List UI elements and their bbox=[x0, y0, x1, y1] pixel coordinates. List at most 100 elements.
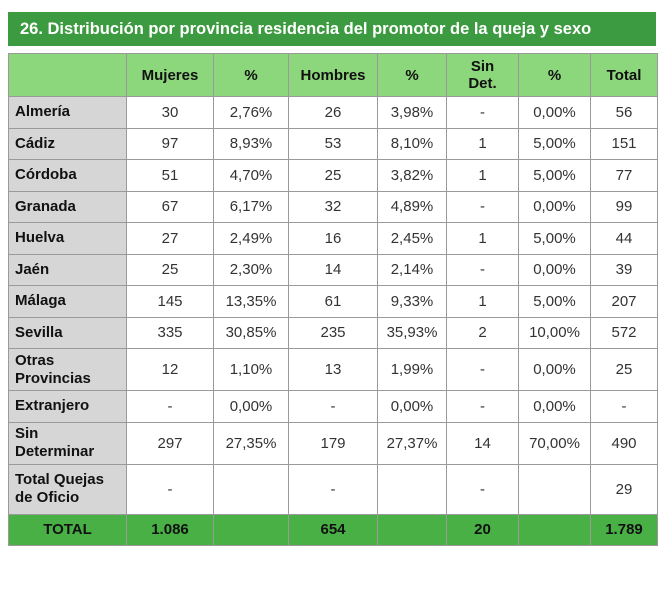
cell-hombres: 32 bbox=[288, 190, 378, 223]
row-label-line1: Total Quejas bbox=[15, 471, 104, 488]
row-label-line1: Sevilla bbox=[15, 323, 63, 341]
table-row: Córdoba 51 4,70% 25 3,82% 1 5,00% 77 bbox=[8, 159, 658, 192]
cell-hombres: - bbox=[288, 390, 378, 423]
cell-mujeres: 27 bbox=[126, 222, 214, 255]
cell-total: 490 bbox=[590, 421, 658, 465]
cell-pct-hombres: 0,00% bbox=[377, 390, 447, 423]
cell-hombres: 61 bbox=[288, 285, 378, 318]
row-label: Huelva bbox=[8, 222, 127, 255]
row-label-line1: Cádiz bbox=[15, 134, 56, 152]
row-label: Córdoba bbox=[8, 159, 127, 192]
cell-pct-mujeres: 27,35% bbox=[213, 421, 289, 465]
total-hombres: 654 bbox=[288, 513, 378, 546]
total-label: TOTAL bbox=[8, 513, 127, 546]
cell-pct-mujeres: 1,10% bbox=[213, 348, 289, 391]
cell-pct-sin-det: 0,00% bbox=[518, 190, 591, 223]
cell-pct-hombres: 9,33% bbox=[377, 285, 447, 318]
table-title: 26. Distribución por provincia residenci… bbox=[8, 12, 656, 46]
row-label-line1: Sin bbox=[15, 425, 39, 442]
cell-pct-sin-det: 5,00% bbox=[518, 222, 591, 255]
cell-sin-det: - bbox=[446, 463, 519, 515]
table-row: Sevilla 335 30,85% 235 35,93% 2 10,00% 572 bbox=[8, 316, 658, 349]
cell-mujeres: 97 bbox=[126, 127, 214, 160]
row-label: Sin Determinar bbox=[8, 421, 127, 465]
header-pct-hombres: % bbox=[377, 53, 447, 97]
row-label-line1: Almería bbox=[15, 103, 71, 121]
cell-total: 56 bbox=[590, 96, 658, 129]
table-row: Almería 30 2,76% 26 3,98% -0,00% 56 bbox=[8, 96, 658, 129]
cell-mujeres: 67 bbox=[126, 190, 214, 223]
cell-pct-sin-det: 0,00% bbox=[518, 390, 591, 423]
cell-pct-sin-det: 5,00% bbox=[518, 159, 591, 192]
cell-pct-hombres: 3,98% bbox=[377, 96, 447, 129]
table-row: Sin Determinar 297 27,35% 179 27,37% 14 70,00% 4… bbox=[8, 421, 658, 465]
cell-total: 77 bbox=[590, 159, 658, 192]
cell-pct-mujeres: 13,35% bbox=[213, 285, 289, 318]
cell-hombres: 53 bbox=[288, 127, 378, 160]
table-row: Granada 67 6,17% 32 4,89% -0,00% 99 bbox=[8, 190, 658, 223]
cell-total: 207 bbox=[590, 285, 658, 318]
cell-total: 99 bbox=[590, 190, 658, 223]
cell-pct-mujeres: 2,30% bbox=[213, 253, 289, 286]
cell-hombres: 25 bbox=[288, 159, 378, 192]
header-total: Total bbox=[590, 53, 658, 97]
cell-pct-sin-det: 5,00% bbox=[518, 285, 591, 318]
cell-total: 572 bbox=[590, 316, 658, 349]
data-table: Mujeres % Hombres % Sin Det. % Total Alm… bbox=[8, 53, 658, 546]
cell-pct-hombres: 35,93% bbox=[377, 316, 447, 349]
cell-mujeres: 297 bbox=[126, 421, 214, 465]
row-label-line1: Otras bbox=[15, 351, 55, 369]
cell-sin-det: - bbox=[446, 190, 519, 223]
cell-hombres: - bbox=[288, 463, 378, 515]
cell-mujeres: 145 bbox=[126, 285, 214, 318]
cell-pct-mujeres bbox=[213, 463, 289, 515]
total-pct-hombres bbox=[377, 513, 447, 546]
header-sin-det: Sin Det. bbox=[446, 53, 519, 97]
cell-pct-sin-det: 0,00% bbox=[518, 96, 591, 129]
row-label-line2: Provincias bbox=[15, 369, 91, 387]
cell-sin-det: - bbox=[446, 96, 519, 129]
cell-pct-hombres: 2,14% bbox=[377, 253, 447, 286]
cell-total: 25 bbox=[590, 348, 658, 391]
cell-mujeres: - bbox=[126, 463, 214, 515]
cell-pct-hombres bbox=[377, 463, 447, 515]
cell-total: 151 bbox=[590, 127, 658, 160]
row-label: Granada bbox=[8, 190, 127, 223]
total-row: TOTAL 1.086 654 20 1.789 bbox=[8, 513, 658, 546]
cell-hombres: 16 bbox=[288, 222, 378, 255]
cell-sin-det: 1 bbox=[446, 285, 519, 318]
row-label: Jaén bbox=[8, 253, 127, 286]
row-label: Sevilla bbox=[8, 316, 127, 349]
header-corner bbox=[8, 53, 127, 97]
table-row: Jaén 25 2,30% 14 2,14% -0,00% 39 bbox=[8, 253, 658, 286]
cell-hombres: 235 bbox=[288, 316, 378, 349]
cell-mujeres: 12 bbox=[126, 348, 214, 391]
cell-hombres: 13 bbox=[288, 348, 378, 391]
table-row: Huelva 27 2,49% 16 2,45% 1 5,00% 44 bbox=[8, 222, 658, 255]
cell-pct-mujeres: 8,93% bbox=[213, 127, 289, 160]
row-label-line2: Determinar bbox=[15, 443, 95, 460]
header-sin-det-line1: Sin bbox=[470, 58, 495, 75]
cell-pct-hombres: 1,99% bbox=[377, 348, 447, 391]
header-pct-sin-det: % bbox=[518, 53, 591, 97]
cell-pct-sin-det: 5,00% bbox=[518, 127, 591, 160]
cell-pct-mujeres: 0,00% bbox=[213, 390, 289, 423]
cell-total: 29 bbox=[590, 463, 658, 515]
cell-mujeres: 51 bbox=[126, 159, 214, 192]
cell-total: 44 bbox=[590, 222, 658, 255]
cell-sin-det: - bbox=[446, 253, 519, 286]
header-hombres: Hombres bbox=[288, 53, 378, 97]
total-pct-mujeres bbox=[213, 513, 289, 546]
cell-pct-sin-det: 10,00% bbox=[518, 316, 591, 349]
row-label: Otras Provincias bbox=[8, 348, 127, 391]
cell-pct-mujeres: 2,49% bbox=[213, 222, 289, 255]
cell-pct-hombres: 3,82% bbox=[377, 159, 447, 192]
cell-hombres: 26 bbox=[288, 96, 378, 129]
row-label-line1: Málaga bbox=[15, 292, 66, 310]
table-row: Cádiz 97 8,93% 53 8,10% 1 5,00% 151 bbox=[8, 127, 658, 160]
total-pct-sin-det bbox=[518, 513, 591, 546]
cell-pct-hombres: 8,10% bbox=[377, 127, 447, 160]
cell-hombres: 14 bbox=[288, 253, 378, 286]
cell-pct-sin-det: 0,00% bbox=[518, 348, 591, 391]
row-label: Extranjero bbox=[8, 390, 127, 423]
